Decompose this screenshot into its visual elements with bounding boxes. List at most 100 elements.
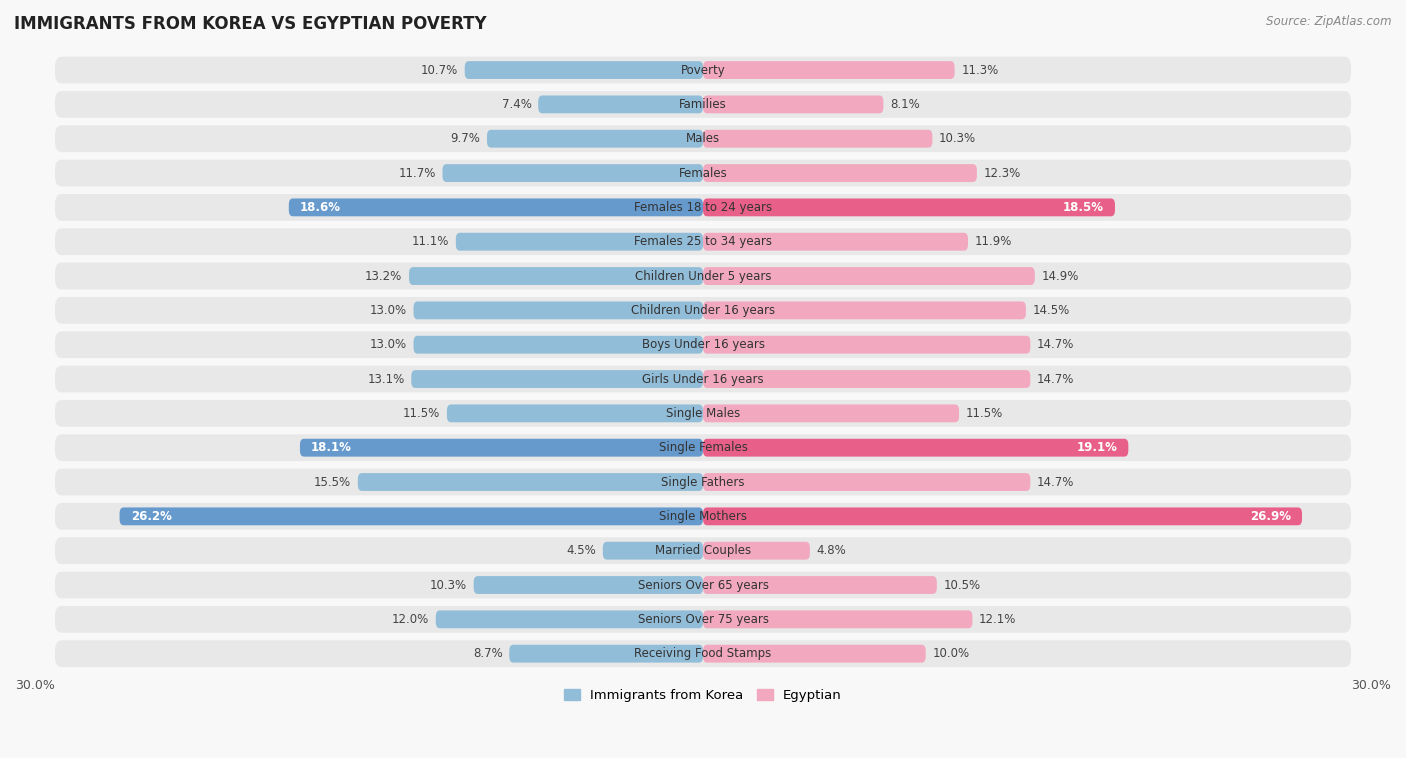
Text: Single Mothers: Single Mothers: [659, 510, 747, 523]
FancyBboxPatch shape: [538, 96, 703, 113]
FancyBboxPatch shape: [55, 537, 1351, 564]
Text: 12.0%: 12.0%: [392, 613, 429, 626]
FancyBboxPatch shape: [703, 507, 1302, 525]
Text: 12.3%: 12.3%: [984, 167, 1021, 180]
Text: Receiving Food Stamps: Receiving Food Stamps: [634, 647, 772, 660]
Text: 26.9%: 26.9%: [1250, 510, 1291, 523]
FancyBboxPatch shape: [703, 302, 1026, 319]
Text: 10.0%: 10.0%: [932, 647, 970, 660]
Text: 18.6%: 18.6%: [299, 201, 340, 214]
FancyBboxPatch shape: [703, 370, 1031, 388]
Text: Poverty: Poverty: [681, 64, 725, 77]
FancyBboxPatch shape: [55, 194, 1351, 221]
FancyBboxPatch shape: [413, 336, 703, 354]
FancyBboxPatch shape: [55, 228, 1351, 255]
FancyBboxPatch shape: [603, 542, 703, 559]
Text: 13.0%: 13.0%: [370, 338, 406, 351]
Text: 4.8%: 4.8%: [817, 544, 846, 557]
Text: 12.1%: 12.1%: [979, 613, 1017, 626]
FancyBboxPatch shape: [299, 439, 703, 456]
FancyBboxPatch shape: [703, 164, 977, 182]
Text: Boys Under 16 years: Boys Under 16 years: [641, 338, 765, 351]
Text: 15.5%: 15.5%: [314, 475, 352, 488]
Text: Females: Females: [679, 167, 727, 180]
FancyBboxPatch shape: [413, 302, 703, 319]
Text: Source: ZipAtlas.com: Source: ZipAtlas.com: [1267, 15, 1392, 28]
FancyBboxPatch shape: [703, 542, 810, 559]
Text: 11.5%: 11.5%: [966, 407, 1002, 420]
Text: 4.5%: 4.5%: [567, 544, 596, 557]
Text: 8.1%: 8.1%: [890, 98, 920, 111]
Text: 10.3%: 10.3%: [430, 578, 467, 591]
Text: 14.5%: 14.5%: [1032, 304, 1070, 317]
FancyBboxPatch shape: [436, 610, 703, 628]
Text: 11.5%: 11.5%: [404, 407, 440, 420]
FancyBboxPatch shape: [55, 503, 1351, 530]
FancyBboxPatch shape: [55, 572, 1351, 598]
Text: Single Males: Single Males: [666, 407, 740, 420]
Text: 8.7%: 8.7%: [472, 647, 502, 660]
Text: 26.2%: 26.2%: [131, 510, 172, 523]
Text: Females 18 to 24 years: Females 18 to 24 years: [634, 201, 772, 214]
Text: 11.7%: 11.7%: [398, 167, 436, 180]
FancyBboxPatch shape: [486, 130, 703, 148]
FancyBboxPatch shape: [55, 606, 1351, 633]
FancyBboxPatch shape: [703, 439, 1129, 456]
Text: 10.3%: 10.3%: [939, 132, 976, 146]
FancyBboxPatch shape: [55, 297, 1351, 324]
FancyBboxPatch shape: [288, 199, 703, 216]
FancyBboxPatch shape: [474, 576, 703, 594]
FancyBboxPatch shape: [55, 57, 1351, 83]
Text: 14.9%: 14.9%: [1042, 270, 1078, 283]
FancyBboxPatch shape: [447, 405, 703, 422]
FancyBboxPatch shape: [55, 641, 1351, 667]
Text: Married Couples: Married Couples: [655, 544, 751, 557]
FancyBboxPatch shape: [120, 507, 703, 525]
Text: Girls Under 16 years: Girls Under 16 years: [643, 372, 763, 386]
FancyBboxPatch shape: [55, 468, 1351, 496]
FancyBboxPatch shape: [409, 267, 703, 285]
Text: 13.0%: 13.0%: [370, 304, 406, 317]
Text: Single Females: Single Females: [658, 441, 748, 454]
Text: 14.7%: 14.7%: [1038, 475, 1074, 488]
FancyBboxPatch shape: [55, 400, 1351, 427]
Text: Females 25 to 34 years: Females 25 to 34 years: [634, 235, 772, 248]
Text: 14.7%: 14.7%: [1038, 338, 1074, 351]
Text: IMMIGRANTS FROM KOREA VS EGYPTIAN POVERTY: IMMIGRANTS FROM KOREA VS EGYPTIAN POVERT…: [14, 15, 486, 33]
FancyBboxPatch shape: [55, 434, 1351, 461]
Legend: Immigrants from Korea, Egyptian: Immigrants from Korea, Egyptian: [558, 684, 848, 707]
Text: 10.5%: 10.5%: [943, 578, 980, 591]
Text: 19.1%: 19.1%: [1077, 441, 1118, 454]
FancyBboxPatch shape: [703, 576, 936, 594]
Text: 13.1%: 13.1%: [367, 372, 405, 386]
FancyBboxPatch shape: [465, 61, 703, 79]
Text: Seniors Over 65 years: Seniors Over 65 years: [637, 578, 769, 591]
FancyBboxPatch shape: [703, 336, 1031, 354]
FancyBboxPatch shape: [703, 645, 925, 662]
Text: Children Under 16 years: Children Under 16 years: [631, 304, 775, 317]
Text: 11.3%: 11.3%: [962, 64, 998, 77]
FancyBboxPatch shape: [703, 405, 959, 422]
Text: 11.9%: 11.9%: [974, 235, 1012, 248]
Text: 18.5%: 18.5%: [1063, 201, 1104, 214]
Text: Seniors Over 75 years: Seniors Over 75 years: [637, 613, 769, 626]
FancyBboxPatch shape: [703, 96, 883, 113]
Text: 13.2%: 13.2%: [366, 270, 402, 283]
FancyBboxPatch shape: [703, 610, 973, 628]
FancyBboxPatch shape: [412, 370, 703, 388]
FancyBboxPatch shape: [703, 61, 955, 79]
Text: 7.4%: 7.4%: [502, 98, 531, 111]
Text: Males: Males: [686, 132, 720, 146]
Text: Single Fathers: Single Fathers: [661, 475, 745, 488]
FancyBboxPatch shape: [55, 331, 1351, 358]
FancyBboxPatch shape: [55, 91, 1351, 117]
Text: 11.1%: 11.1%: [412, 235, 449, 248]
FancyBboxPatch shape: [703, 233, 967, 251]
FancyBboxPatch shape: [55, 365, 1351, 393]
FancyBboxPatch shape: [55, 263, 1351, 290]
Text: 18.1%: 18.1%: [311, 441, 352, 454]
FancyBboxPatch shape: [55, 160, 1351, 186]
FancyBboxPatch shape: [55, 125, 1351, 152]
Text: 9.7%: 9.7%: [450, 132, 481, 146]
FancyBboxPatch shape: [509, 645, 703, 662]
